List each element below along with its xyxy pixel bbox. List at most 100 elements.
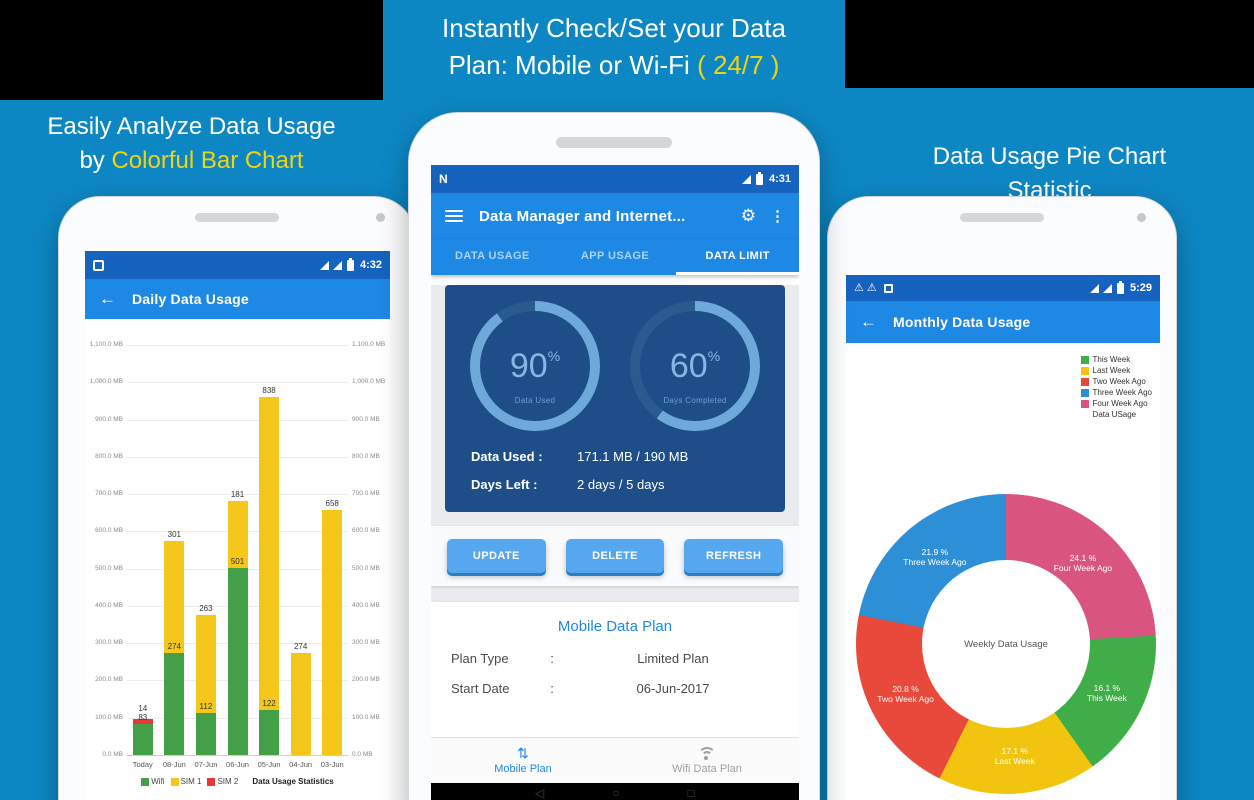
bar-value-label: 838 [262,386,276,396]
bottomnav-wifi-data-plan[interactable]: Wifi Data Plan [615,738,799,783]
gauge-caption: Days Completed [663,396,727,405]
update-button[interactable]: UPDATE [447,539,546,573]
wifi-arc [698,746,716,765]
bar-segment-wifi [227,568,248,755]
signal-icon [741,174,751,184]
phone-speaker [556,137,672,148]
x-axis-label: 07-Jun [194,760,218,769]
stat-label: Days Left : [471,477,538,492]
bar-value-label: 181 [230,489,245,499]
y-axis-label: 200.0 MB [352,676,380,684]
y-axis-label: 900.0 MB [95,415,123,423]
bottomnav-mobile-plan[interactable]: ⇅ Mobile Plan [431,738,615,783]
pie-slice-label-this-week: 16.1 % This Week [1087,683,1127,703]
data-used-gauge: 90% Data Used [470,301,600,431]
back-icon[interactable]: ← [860,312,877,331]
tab-row: DATA USAGE APP USAGE DATA LIMIT [431,239,799,275]
status-time: 4:32 [359,259,382,271]
legend-swatch-blank [1081,411,1089,419]
x-axis-label: 04-Jun [289,760,313,769]
legend-swatch [1080,355,1089,364]
settings-gear-icon[interactable]: ⚙ [740,206,756,225]
tab-data-usage[interactable]: DATA USAGE [454,249,530,262]
gridline [127,494,348,496]
legend-label: This Week [1092,355,1131,364]
y-axis-label: 500.0 MB [95,564,123,572]
x-axis-label: Today [132,760,153,769]
data-limit-card: 90% Data Used 60% Days Completed Data Us… [445,285,785,512]
statusbar-right-group: 5:29 [1086,280,1152,294]
y-axis-label: 200.0 MB [95,676,123,684]
bar-value-label: 122 [262,698,276,708]
daily-bar-chart: 0.0 MB 0.0 MB 100.0 MB 100.0 MB 200.0 MB 200.… [85,319,390,800]
wifi-dot [703,755,708,760]
left-appbar-title: Daily Data Usage [132,291,249,307]
plan-row-colon: : [550,681,554,696]
action-buttons: UPDATE DELETE REFRESH [431,526,799,586]
bottomnav-label: Mobile Plan [494,763,552,775]
right-statusbar: ⚠ ⚠ 5:29 [846,275,1160,301]
tab-data-limit[interactable]: DATA LIMIT [676,239,799,275]
y-axis-label: 300.0 MB [352,639,380,647]
days-completed-gauge: 60% Days Completed [630,301,760,431]
nav-recents-icon[interactable]: □ [687,786,695,800]
statusbar-right-group: 4:32 [316,257,382,271]
legend-swatch [1080,399,1089,408]
right-appbar: ← Monthly Data Usage [846,301,1160,343]
pie-slice-percent: 24.1 % [1069,552,1097,563]
phone-middle: N 4:31 Data Manager and Internet... ⚙ ⋮ … [408,112,820,800]
pie-slice-name: Three Week Ago [903,557,967,568]
gridline [127,345,348,346]
plan-row-value: Limited Plan [637,651,709,666]
nav-home-icon[interactable]: ○ [612,786,620,800]
legend-label: Three Week Ago [1092,388,1152,397]
plan-row-label: Start Date [451,681,510,696]
gridline [127,419,348,421]
legend-note: Data USage [1092,410,1137,419]
right-headline-line1: Data Usage Pie Chart [932,143,1167,170]
bar-value-label: 14 [138,704,148,714]
left-statusbar: 4:32 [85,251,390,279]
weekly-pie: Weekly Data Usage 24.1 % Four Week Ago 16.… [856,494,1156,794]
tab-app-usage[interactable]: APP USAGE [580,249,650,262]
center-headline-line2-text: Plan: Mobile or Wi-Fi [448,50,698,80]
bar-value-label: 263 [199,604,213,614]
notification-icon [93,259,104,271]
plan-row: Plan Type: Limited Plan [451,651,779,666]
center-headline-line1: Instantly Check/Set your Data [442,13,786,43]
x-axis-label: 06-Jun [226,760,249,769]
bottom-nav: ⇅ Mobile Plan Wifi Data Plan [431,737,799,783]
nfc-status-icon: N [439,172,448,186]
y-axis-label: 0.0 MB [352,751,373,758]
phone-speaker [960,213,1044,222]
right-headline: Data Usage Pie Chart Statistic [845,140,1254,208]
refresh-button[interactable]: REFRESH [684,539,784,573]
gauge-hole: 90% Data Used [480,311,590,421]
overflow-menu-icon[interactable]: ⋮ [770,208,785,225]
signal-icon [1102,283,1112,293]
left-headline-highlight: Colorful Bar Chart [111,147,304,174]
y-axis-label: 400.0 MB [352,601,380,609]
nav-back-icon[interactable]: ◁ [535,786,545,800]
bar-value-label: 112 [199,702,213,712]
swap-arrows-icon: ⇅ [517,745,529,761]
back-icon[interactable]: ← [99,289,116,308]
pie-legend-item: Three Week Ago [1080,388,1152,397]
bar-value-label: 301 [167,529,182,539]
chart-footer: Data Usage Statistics [252,777,334,786]
x-axis-label: 08-Jun [162,760,186,769]
left-appbar: ← Daily Data Usage [85,279,390,319]
gridline [127,456,348,458]
center-headline: Instantly Check/Set your Data Plan: Mobi… [383,10,845,84]
bar-value-label: 658 [325,498,339,508]
delete-button[interactable]: DELETE [565,539,665,573]
right-content: This Week Last Week Two Week Ago Three Week… [846,343,1160,800]
battery-icon [755,171,763,185]
center-headline-highlight: ( 24/7 ) [697,50,780,80]
hamburger-menu-icon[interactable] [445,210,463,222]
bar-segment-sim-1 [322,509,343,755]
pie-slice-name: Last Week [994,755,1035,766]
middle-statusbar: N 4:31 [431,165,799,193]
gridline [127,755,348,756]
